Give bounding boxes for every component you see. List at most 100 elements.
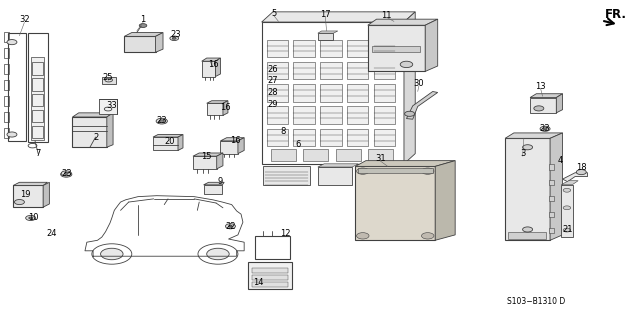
Circle shape [159,120,164,123]
Bar [263,166,310,186]
Circle shape [576,170,586,175]
Polygon shape [221,138,244,141]
Polygon shape [178,134,183,150]
Circle shape [156,118,167,124]
Text: 23: 23 [61,169,71,178]
Bar [347,107,368,124]
Bar [318,33,334,40]
Text: 26: 26 [267,65,278,74]
Text: 5: 5 [272,9,277,18]
Bar [28,33,48,142]
Bar [4,32,9,42]
Bar [549,164,554,170]
Bar [368,25,425,71]
Polygon shape [505,133,562,138]
Circle shape [523,227,533,232]
Bar [549,180,554,186]
Bar [4,48,9,58]
Bar [221,141,238,154]
Bar [374,40,395,57]
Bar [271,148,296,161]
Text: 10: 10 [28,213,39,222]
Bar [320,129,341,146]
Bar [255,236,289,260]
Circle shape [563,228,571,232]
Bar [252,275,288,280]
Bar [248,262,291,289]
Circle shape [356,233,369,239]
Circle shape [100,248,123,260]
Bar [505,138,550,240]
Bar [374,129,395,146]
Polygon shape [13,182,47,186]
Bar [32,62,43,75]
Bar [267,84,288,102]
Bar [347,129,368,146]
Polygon shape [262,12,415,22]
Bar [4,127,9,138]
Text: 24: 24 [47,229,57,238]
Circle shape [29,217,32,219]
Text: 33: 33 [106,101,117,110]
Bar [358,168,433,173]
Polygon shape [561,181,578,185]
Text: 13: 13 [535,82,546,91]
Polygon shape [207,101,228,103]
Polygon shape [217,153,223,169]
Bar [561,185,573,237]
Circle shape [404,111,415,116]
Bar [336,148,361,161]
Bar [202,61,216,76]
Bar [262,22,404,164]
Polygon shape [202,58,221,61]
Bar [318,167,352,185]
Bar [293,129,315,146]
Circle shape [64,172,68,174]
Polygon shape [425,19,438,71]
Circle shape [61,172,72,177]
Bar [374,107,395,124]
Polygon shape [107,113,113,147]
Circle shape [229,225,233,227]
Polygon shape [73,113,113,117]
Polygon shape [223,101,228,116]
Bar [8,33,26,141]
Polygon shape [153,134,183,137]
Polygon shape [125,33,163,36]
Text: 22: 22 [225,222,236,231]
Text: 12: 12 [280,229,291,238]
Bar [303,148,329,161]
Circle shape [226,224,236,229]
Bar [207,103,223,116]
Circle shape [543,128,547,130]
Bar [549,228,554,233]
Polygon shape [204,182,224,185]
Bar [32,110,43,123]
Text: 25: 25 [103,73,113,82]
Polygon shape [556,94,562,113]
Bar [252,282,288,287]
Polygon shape [155,33,163,52]
Circle shape [64,173,69,176]
Circle shape [523,145,533,150]
Text: 23: 23 [540,124,550,132]
Bar [252,268,288,273]
Text: 16: 16 [220,103,231,112]
Text: FR.: FR. [605,8,627,20]
Bar [73,117,107,147]
Bar [549,212,554,217]
Polygon shape [318,31,338,33]
Bar [31,57,44,140]
Bar [32,125,43,138]
Circle shape [400,61,413,68]
Polygon shape [368,19,438,25]
Bar [4,64,9,74]
Circle shape [139,24,147,28]
Polygon shape [550,133,562,240]
Bar [374,84,395,102]
Bar [320,107,341,124]
Text: 23: 23 [170,30,181,39]
Bar [347,40,368,57]
Bar [99,99,117,114]
Circle shape [92,244,132,264]
